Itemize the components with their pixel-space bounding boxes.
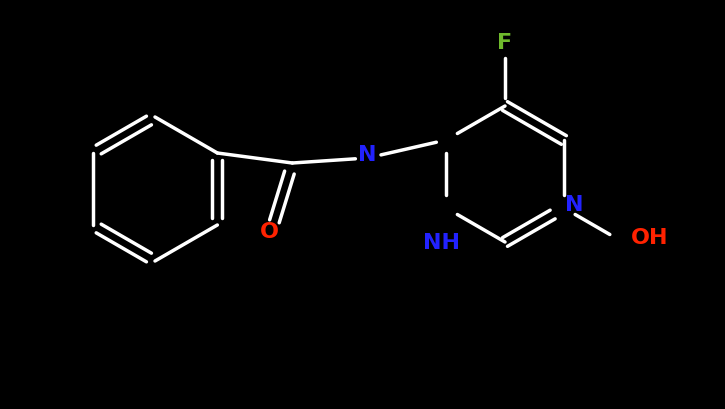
Text: F: F [497, 33, 513, 53]
Text: N: N [358, 145, 376, 165]
Text: O: O [260, 222, 279, 242]
Text: OH: OH [631, 228, 668, 248]
Text: N: N [565, 195, 583, 215]
Text: NH: NH [423, 233, 460, 253]
